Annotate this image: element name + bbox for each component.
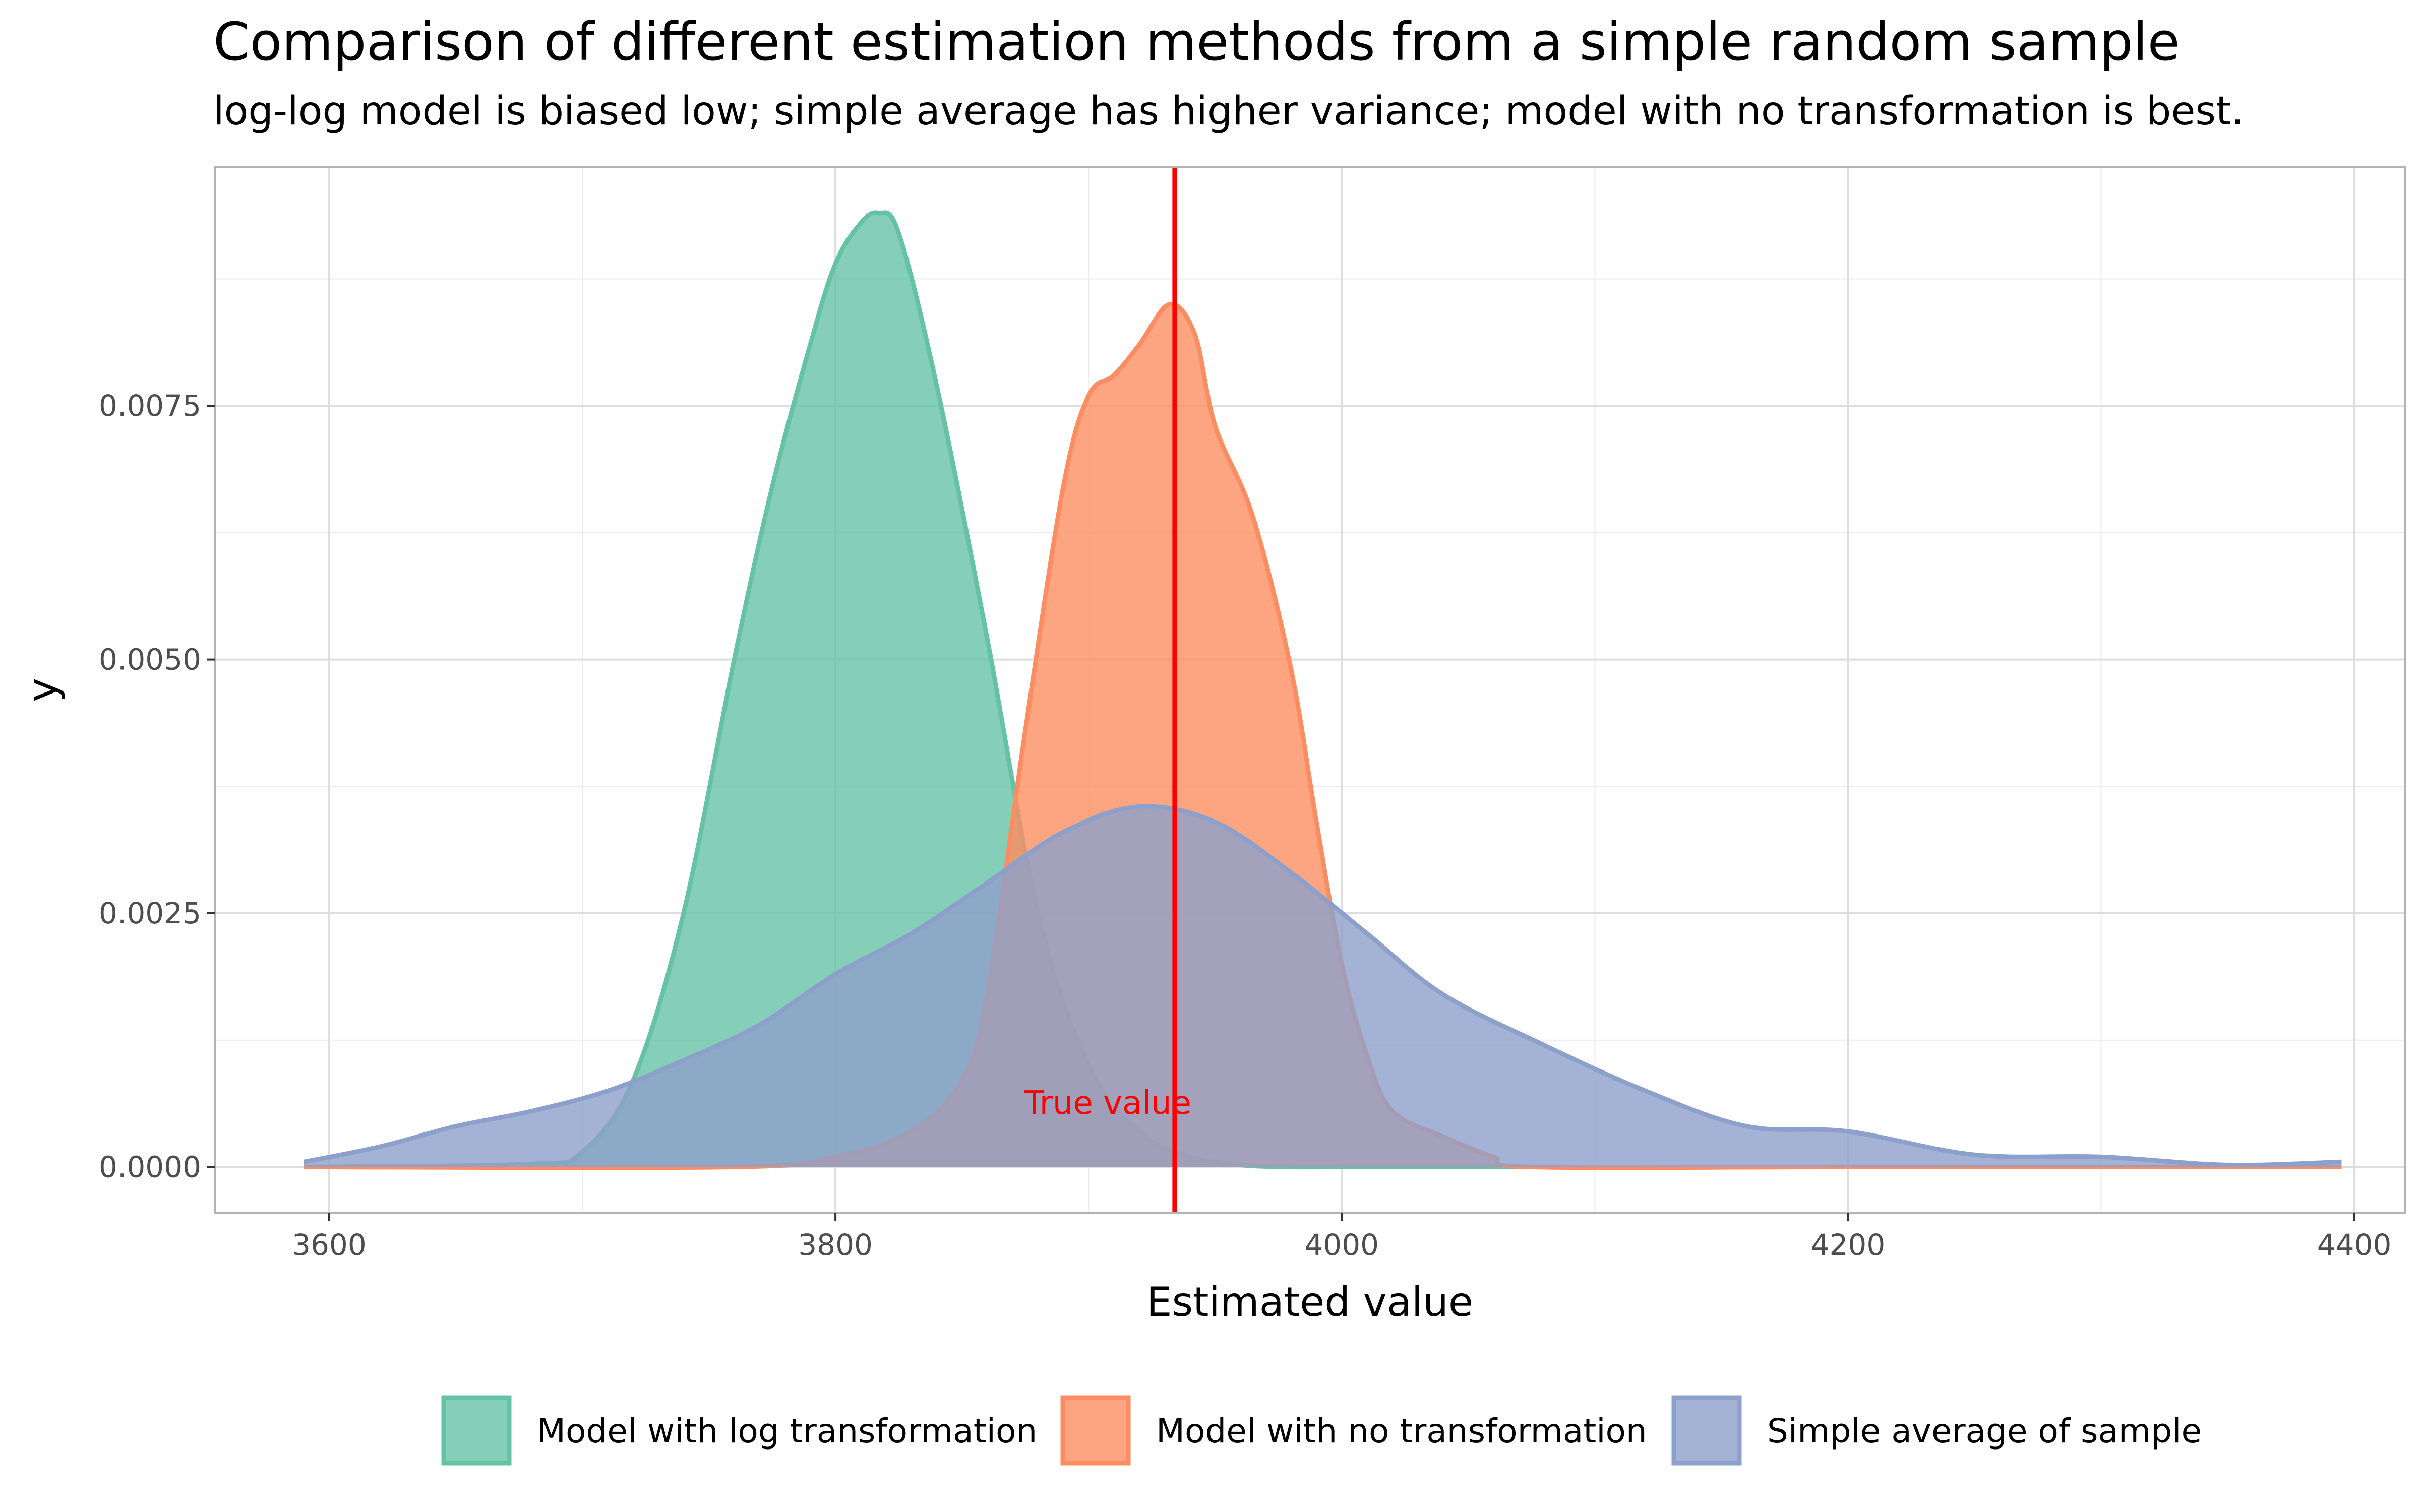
y-tick-label: 0.0025 [99,896,201,930]
density-areas [303,210,2342,1170]
legend-key-model-with-log-transformation [441,1395,512,1466]
y-tick-label: 0.0000 [99,1150,201,1184]
y-axis-title: y [19,678,66,702]
legend-label-model-with-log-transformation: Model with log transformation [537,1412,1037,1451]
y-tick-label: 0.0050 [99,643,201,677]
reference-line-group: True value [1024,167,1191,1213]
legend-label-model-with-no-transformation: Model with no transformation [1156,1412,1647,1451]
panel-border [214,166,2406,1214]
legend-key-simple-average-of-sample [1671,1395,1742,1466]
x-tick-label: 4000 [1304,1228,1379,1262]
grid [215,167,2405,1213]
chart-subtitle: log-log model is biased low; simple aver… [213,89,2244,134]
x-tick-label: 4200 [1811,1228,1886,1262]
true-value-label: True value [1024,1085,1191,1122]
legend: Model with log transformation Model with … [441,1395,2202,1466]
density-outline-simple-average-of-sample [303,804,2342,1168]
chart-title: Comparison of different estimation metho… [213,11,2180,73]
density-area-simple-average-of-sample [304,806,2342,1167]
legend-key-model-with-no-transformation [1060,1395,1131,1466]
y-tick-label: 0.0075 [99,389,201,423]
x-tick-label: 3600 [292,1228,367,1262]
density-area-model-with-log-transformation [304,212,1557,1167]
x-tick-label: 3800 [798,1228,873,1262]
x-tick-label: 4400 [2317,1228,2392,1262]
axes: 3600 3800 4000 4200 4400 0.0000 0.0025 0.0050 0.… [99,389,2391,1262]
legend-label-simple-average-of-sample: Simple average of sample [1767,1412,2202,1451]
x-axis-title: Estimated value [1146,1279,1473,1326]
